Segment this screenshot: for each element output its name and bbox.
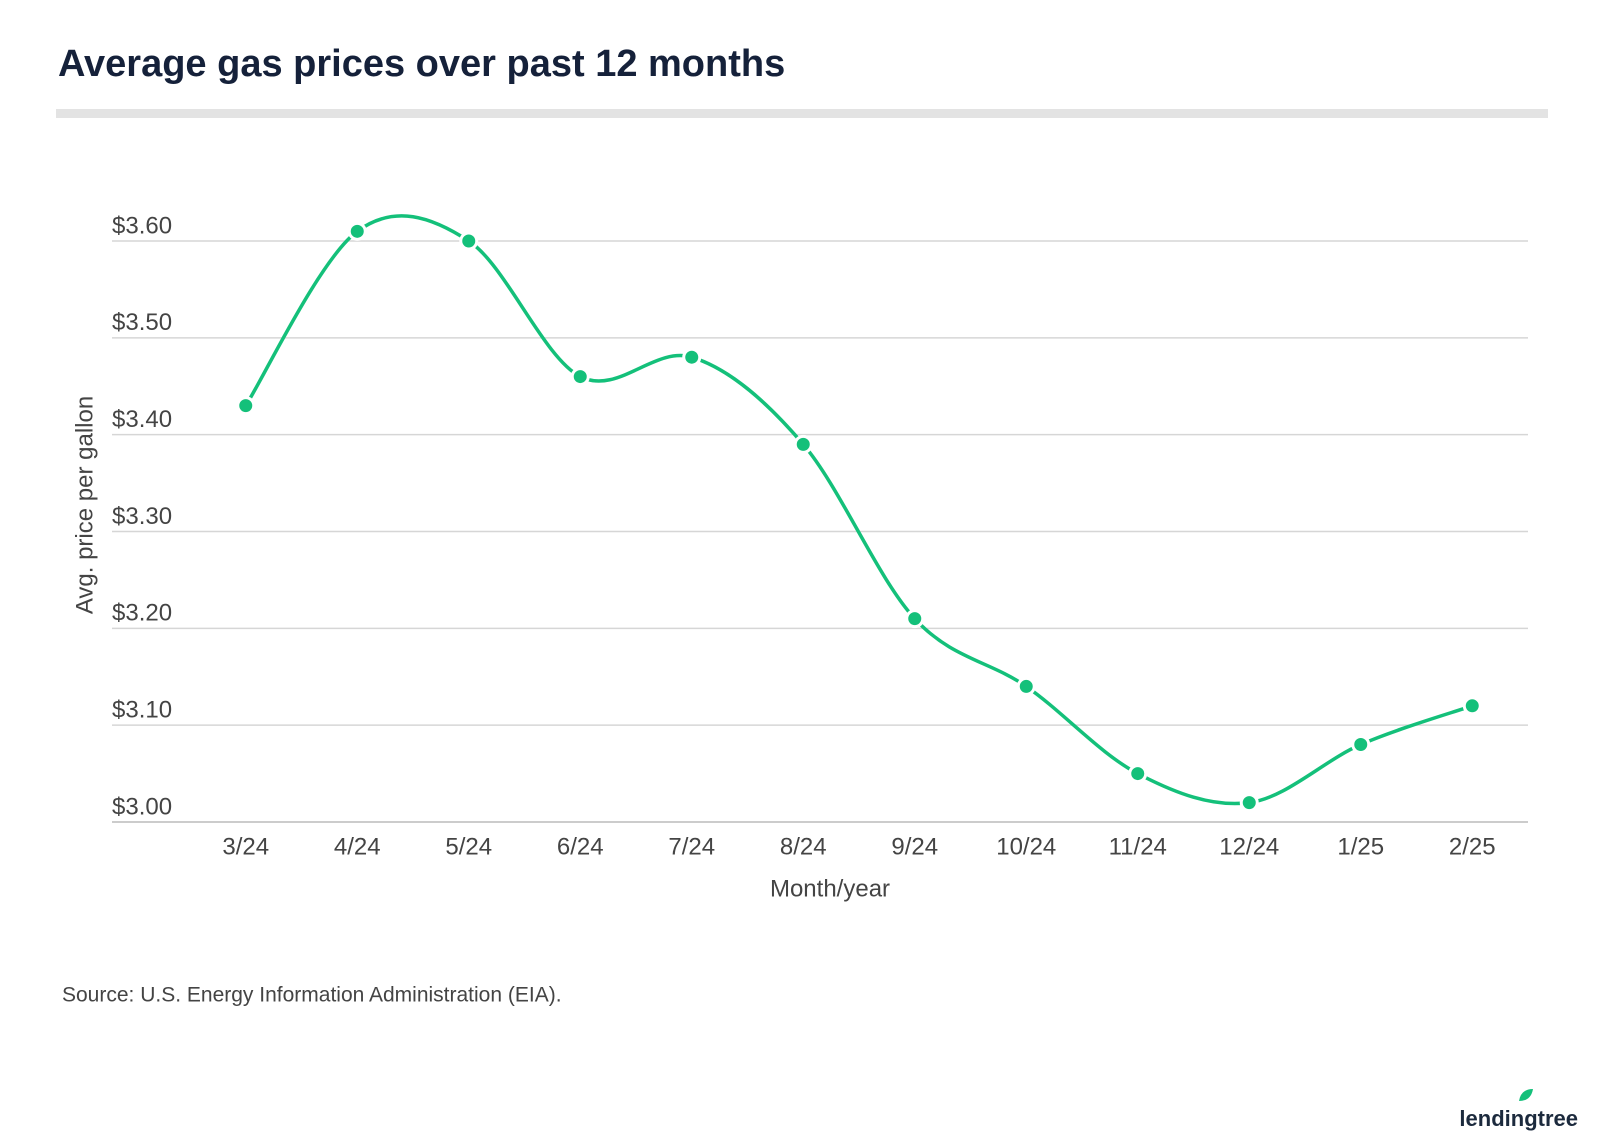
x-tick-label: 5/24 (445, 833, 492, 860)
y-axis-label: Avg. price per gallon (71, 396, 98, 614)
brand-logo: lendingtree (1459, 1106, 1578, 1131)
y-tick-label: $3.50 (112, 309, 172, 336)
data-point (459, 231, 479, 251)
y-tick-label: $3.30 (112, 503, 172, 530)
data-point (793, 434, 813, 454)
x-tick-label: 4/24 (334, 833, 381, 860)
logo-leaf (1519, 1089, 1533, 1101)
data-point (236, 396, 256, 416)
data-point (1351, 735, 1371, 755)
y-tick-label: $3.00 (112, 793, 172, 820)
line (244, 214, 1473, 806)
x-tick-label: 8/24 (780, 833, 827, 860)
x-tick-label: 2/25 (1449, 833, 1496, 860)
x-tick-label: 9/24 (891, 833, 938, 860)
x-tick-label: 7/24 (668, 833, 715, 860)
data-point (1239, 793, 1259, 813)
x-tick-label: 3/24 (222, 833, 269, 860)
x-tick-label: 6/24 (557, 833, 604, 860)
data-point (682, 347, 702, 367)
chart-title: Average gas prices over past 12 months (58, 43, 785, 85)
data-point (905, 609, 925, 629)
y-tick-label: $3.10 (112, 697, 172, 724)
x-tick-label: 11/24 (1109, 833, 1167, 860)
data-point (1016, 676, 1036, 696)
source-note: Source: U.S. Energy Information Administ… (62, 984, 562, 1007)
data-point (570, 367, 590, 387)
data-point (1462, 696, 1482, 716)
title-divider (56, 109, 1548, 118)
x-tick-label: 1/25 (1337, 833, 1384, 860)
y-tick-label: $3.20 (112, 600, 172, 627)
y-tick-label: $3.40 (112, 406, 172, 433)
data-point (347, 221, 367, 241)
y-tick-label: $3.60 (112, 212, 172, 239)
x-tick-label: 10/24 (996, 833, 1056, 860)
data-point (1128, 764, 1148, 784)
x-axis-label: Month/year (770, 875, 890, 902)
x-tick-label: 12/24 (1219, 833, 1279, 860)
